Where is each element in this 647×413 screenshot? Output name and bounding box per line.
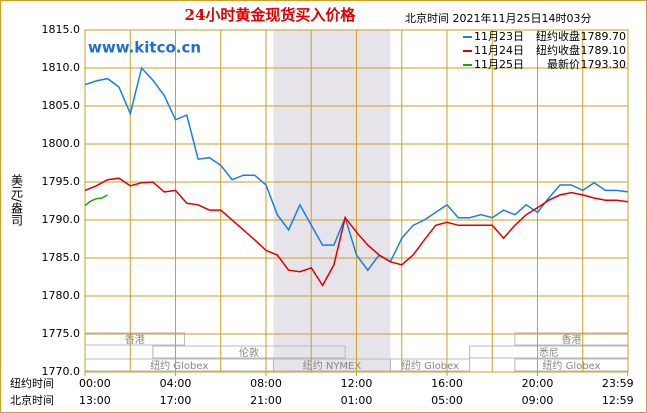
legend-name: 11月24日 bbox=[474, 44, 524, 57]
y-tick-label: 1775.0 bbox=[42, 327, 81, 340]
x-tick-label: 08:00 bbox=[250, 377, 282, 390]
y-axis-label: 美元/盎司 bbox=[10, 174, 24, 226]
x-tick-label-beijing: 09:00 bbox=[522, 394, 554, 407]
subtitle: 北京时间 2021年11月25日14时03分 bbox=[405, 11, 591, 25]
y-tick-label: 1795.0 bbox=[42, 175, 81, 188]
legend-label: 最新价 bbox=[547, 57, 580, 71]
y-tick-label: 1800.0 bbox=[42, 137, 81, 150]
session-label: 纽约 Globex bbox=[542, 359, 600, 372]
legend-value: 1789.70 bbox=[581, 30, 627, 43]
legend-name: 11月23日 bbox=[474, 30, 524, 43]
x-tick-label: 23:59 bbox=[602, 377, 634, 390]
legend-label: 纽约收盘 bbox=[536, 29, 580, 43]
x-tick-label: 12:00 bbox=[341, 377, 373, 390]
x-tick-label-beijing: 05:00 bbox=[431, 394, 463, 407]
y-tick-label: 1810.0 bbox=[42, 61, 81, 74]
y-tick-label: 1785.0 bbox=[42, 251, 81, 264]
y-tick-label: 1790.0 bbox=[42, 213, 81, 226]
legend-value: 1789.10 bbox=[581, 44, 627, 57]
session-label: 香港 bbox=[561, 334, 581, 346]
x-tick-label: 00:00 bbox=[79, 377, 111, 390]
y-tick-label: 1770.0 bbox=[42, 365, 81, 378]
y-tick-label: 1815.0 bbox=[42, 23, 81, 36]
price-line bbox=[84, 177, 629, 287]
legend-label: 纽约收盘 bbox=[536, 43, 580, 57]
x-tick-label: 16:00 bbox=[431, 377, 463, 390]
session-label: 悉尼 bbox=[539, 347, 559, 359]
session-label: 香港 bbox=[125, 334, 145, 346]
price-line bbox=[84, 66, 629, 272]
session-label: 纽约 Globex bbox=[150, 359, 208, 372]
shaded-session bbox=[273, 30, 391, 372]
x-tick-label-beijing: 01:00 bbox=[341, 394, 373, 407]
chart-title: 24小时黄金现货买入价格 bbox=[185, 6, 357, 24]
x-tick-label-beijing: 13:00 bbox=[79, 394, 111, 407]
session-label: 纽约 NYMEX bbox=[303, 359, 362, 372]
x-row-label: 北京时间 bbox=[10, 393, 54, 407]
y-tick-label: 1780.0 bbox=[42, 289, 81, 302]
legend-name: 11月25日 bbox=[474, 58, 524, 71]
session-bar bbox=[152, 345, 346, 359]
session-label: 纽约 Globex bbox=[401, 359, 459, 372]
x-tick-label: 04:00 bbox=[160, 377, 192, 390]
watermark: www.kitco.cn bbox=[88, 39, 201, 57]
x-tick-label-beijing: 12:59 bbox=[602, 394, 634, 407]
x-tick-label-beijing: 21:00 bbox=[250, 394, 282, 407]
session-label: 伦敦 bbox=[239, 346, 259, 359]
x-tick-label-beijing: 17:00 bbox=[160, 394, 192, 407]
x-tick-label: 20:00 bbox=[522, 377, 554, 390]
y-tick-label: 1805.0 bbox=[42, 99, 81, 112]
price-line bbox=[84, 194, 108, 207]
legend-value: 1793.30 bbox=[581, 58, 627, 71]
x-row-label: 纽约时间 bbox=[10, 376, 54, 390]
session-bar bbox=[389, 358, 471, 372]
